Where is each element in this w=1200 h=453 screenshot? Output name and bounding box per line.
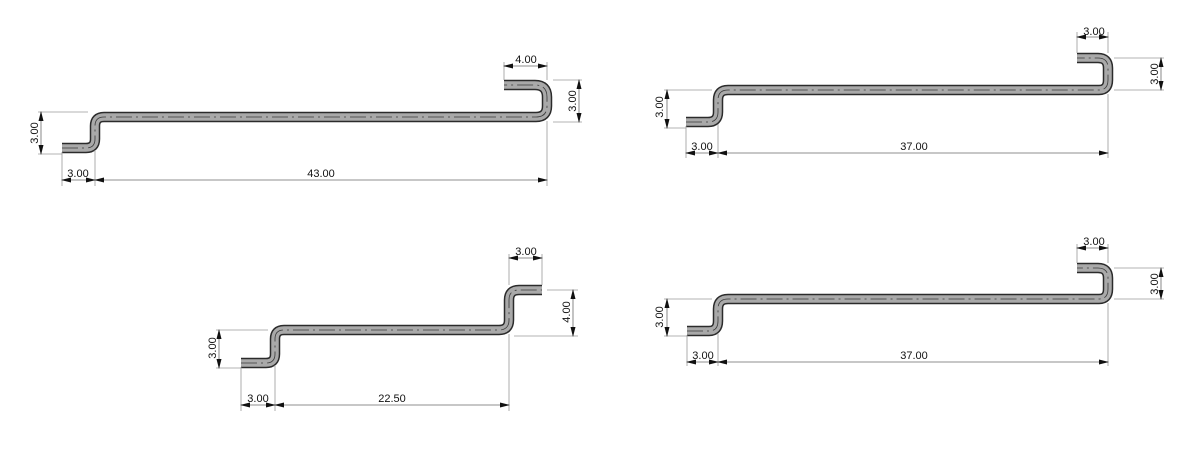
dim-hook-width: 3.00 bbox=[1076, 26, 1109, 40]
dim-length: 43.00 bbox=[94, 168, 548, 183]
dim-left-offset: 3.00 bbox=[240, 393, 276, 408]
dim-label-left-offset: 3.00 bbox=[691, 141, 712, 153]
dim-label-right-height: 4.00 bbox=[561, 301, 573, 322]
dim-length: 22.50 bbox=[274, 393, 510, 408]
dim-label-left-height: 3.00 bbox=[654, 306, 666, 327]
dim-hook-width: 4.00 bbox=[503, 54, 548, 69]
dim-hook-width: 3.00 bbox=[1076, 236, 1109, 251]
bent-rod-drawing-3: 3.00 22.50 3.00 3.00 4.00 bbox=[207, 246, 578, 411]
rod-shape bbox=[686, 52, 1114, 128]
dim-label-hook-width: 3.00 bbox=[1083, 26, 1104, 38]
dim-label-left-offset: 3.00 bbox=[67, 168, 88, 180]
rod-shape bbox=[241, 284, 542, 369]
dim-label-left-height: 3.00 bbox=[207, 337, 219, 358]
dim-right-height: 4.00 bbox=[561, 289, 576, 337]
dim-left-offset: 3.00 bbox=[686, 350, 719, 365]
dim-left-offset: 3.00 bbox=[61, 168, 96, 183]
dim-left-height: 3.00 bbox=[29, 111, 44, 155]
dim-right-height: 3.00 bbox=[1149, 57, 1164, 91]
dim-label-hook-width: 4.00 bbox=[515, 54, 536, 66]
dim-label-right-height: 3.00 bbox=[567, 90, 579, 111]
dim-left-height: 3.00 bbox=[654, 298, 670, 337]
rod-shape bbox=[62, 79, 553, 154]
dim-left-height: 3.00 bbox=[654, 89, 670, 129]
dim-label-right-height: 3.00 bbox=[1149, 273, 1161, 294]
dim-right-height: 3.00 bbox=[1149, 267, 1164, 300]
dim-label-left-offset: 3.00 bbox=[692, 350, 713, 362]
dim-length: 37.00 bbox=[717, 141, 1109, 156]
dim-label-right-height: 3.00 bbox=[1149, 63, 1161, 84]
dim-label-length: 43.00 bbox=[307, 168, 335, 180]
dim-label-left-height: 3.00 bbox=[29, 122, 41, 143]
bent-rod-drawing-1: 3.00 43.00 4.00 3.00 3.00 bbox=[29, 54, 582, 186]
rod-shape bbox=[687, 262, 1114, 337]
dim-label-length: 37.00 bbox=[900, 141, 928, 153]
dim-label-hook-width: 3.00 bbox=[1083, 236, 1104, 248]
dim-label-length: 22.50 bbox=[378, 393, 406, 405]
dim-label-left-height: 3.00 bbox=[654, 96, 666, 117]
bent-rod-drawing-4: 3.00 37.00 3.00 3.00 3.00 bbox=[654, 236, 1164, 366]
dim-left-height: 3.00 bbox=[207, 329, 222, 369]
dim-right-height: 3.00 bbox=[567, 79, 582, 123]
dim-label-length: 37.00 bbox=[900, 350, 928, 362]
dim-label-left-offset: 3.00 bbox=[247, 393, 268, 405]
dim-label-hook-width: 3.00 bbox=[515, 246, 536, 258]
bent-rod-drawing-2: 3.00 37.00 3.00 3.00 3.00 bbox=[654, 26, 1164, 158]
dim-hook-width: 3.00 bbox=[508, 246, 543, 261]
dim-left-offset: 3.00 bbox=[685, 141, 719, 156]
dim-length: 37.00 bbox=[717, 350, 1109, 365]
